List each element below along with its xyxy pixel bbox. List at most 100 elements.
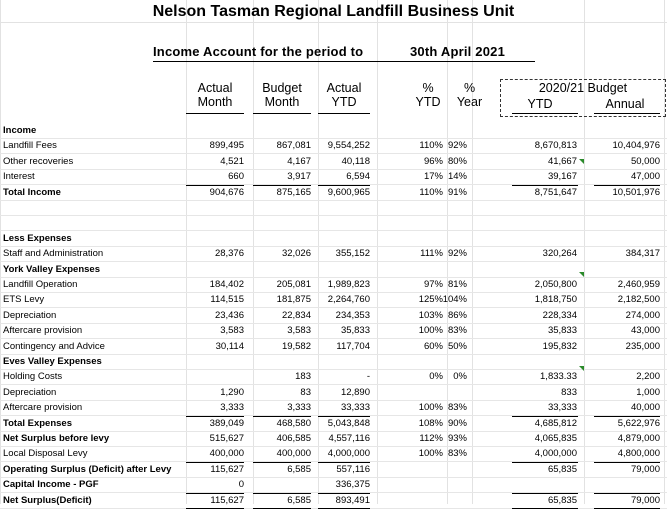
cell-value: 50,000 [630, 155, 660, 167]
cell-value: 3,333 [220, 402, 244, 414]
cell-value: 100% [418, 402, 443, 414]
cell-value: 10,501,976 [612, 186, 660, 198]
cell-value: 111% [420, 248, 443, 260]
cell-value: 83 [300, 386, 311, 398]
table-row: Staff and Administration 28,376 32,026 355,… [0, 247, 667, 263]
table-row: Landfill Fees 899,495 867,081 9,554,252 110%… [0, 139, 667, 155]
cell-value: 2,264,760 [327, 294, 370, 306]
cell-value: 97% [423, 279, 443, 290]
cell-value: 40,118 [341, 155, 370, 167]
cell-value: 100% [418, 325, 443, 337]
table-row: Net Surplus before levy 515,627 406,585 4,5… [0, 432, 667, 447]
cell-value: 0 [238, 479, 244, 491]
cell-value: 4,065,835 [534, 433, 577, 444]
gridline [664, 0, 665, 504]
row-label: Net Surplus(Deficit) [3, 494, 92, 506]
row-label: Aftercare provision [3, 325, 83, 337]
cell-value: 833 [561, 386, 577, 398]
cell-value: 10,404,976 [612, 140, 660, 152]
cell-value: 355,152 [335, 248, 370, 260]
cell-value: 2,460,959 [617, 279, 660, 290]
cell-value: 79,000 [630, 463, 660, 475]
cell-value: 93% [447, 433, 467, 444]
cell-value: 83% [447, 402, 467, 414]
table-row: Landfill Operation 184,402 205,081 1,989,82… [0, 278, 667, 293]
table-row: Depreciation 23,436 22,834 234,353 103% 86% 22… [0, 309, 667, 324]
gridline [318, 0, 319, 504]
cell-value: 899,495 [209, 140, 244, 152]
cell-value: - [366, 371, 370, 383]
gridline [447, 0, 448, 504]
cell-value: 50% [447, 340, 467, 352]
cell-value: 92% [447, 140, 467, 152]
row-label: Total Income [3, 186, 61, 198]
table-row: Income [0, 124, 667, 139]
cell-value: 4,167 [287, 155, 311, 167]
row-label: Holding Costs [3, 371, 63, 383]
cell-value: 400,000 [209, 448, 244, 460]
comment-indicator-icon [579, 366, 584, 371]
gridline [377, 0, 378, 504]
cell-value: 110% [419, 186, 443, 198]
cell-value: 3,917 [287, 171, 311, 183]
table-row: Local Disposal Levy 400,000 400,000 4,000,0… [0, 447, 667, 463]
row-label: Local Disposal Levy [3, 448, 88, 460]
table-row: York Valley Expenses [0, 263, 667, 278]
header-budget-group: 2020/21 Budget [538, 81, 628, 95]
cell-value: 6,585 [287, 494, 311, 506]
cell-value: 8,751,647 [534, 186, 577, 198]
cell-value: 336,375 [335, 479, 370, 491]
budget-box [500, 79, 666, 117]
cell-value: 389,049 [209, 417, 244, 429]
row-label: York Valley Expenses [3, 263, 100, 275]
row-label: Depreciation [3, 386, 57, 398]
cell-value: 9,600,965 [327, 186, 370, 198]
cell-value: 6,585 [287, 463, 311, 475]
row-label: Contingency and Advice [3, 340, 105, 352]
gridline [186, 0, 187, 504]
cell-value: 181,875 [276, 294, 311, 306]
cell-value: 30,114 [215, 340, 244, 352]
cell-value: 183 [295, 371, 311, 383]
cell-value: 515,627 [209, 433, 244, 444]
cell-value: 8,670,813 [534, 140, 577, 152]
cell-value: 40,000 [630, 402, 660, 414]
header-actual-month: Actual Month [197, 81, 233, 109]
gridline [0, 0, 1, 504]
cell-value: 115,627 [210, 463, 244, 475]
cell-value: 235,000 [625, 340, 660, 352]
cell-value: 86% [447, 309, 467, 321]
cell-value: 35,833 [340, 325, 370, 337]
gridline [472, 0, 473, 504]
header-budget-annual: Annual [605, 97, 645, 111]
row-label: Eves Valley Expenses [3, 356, 102, 367]
cell-value: 103% [418, 309, 443, 321]
cell-value: 4,685,812 [534, 417, 577, 429]
cell-value: 0% [453, 371, 467, 383]
cell-value: 274,000 [625, 309, 660, 321]
row-label: Income [3, 125, 37, 136]
cell-value: 4,800,000 [617, 448, 660, 460]
table-row [0, 216, 667, 232]
row-label: Less Expenses [3, 232, 72, 244]
cell-value: 660 [228, 171, 244, 183]
cell-value: 3,333 [287, 402, 311, 414]
cell-value: 2,050,800 [534, 279, 577, 290]
row-label: Capital Income - PGF [3, 479, 99, 491]
cell-value: 406,585 [276, 433, 311, 444]
cell-value: 81% [447, 279, 467, 290]
row-label: Staff and Administration [3, 248, 104, 260]
table-row: Eves Valley Expenses [0, 355, 667, 370]
cell-value: 4,000,000 [534, 448, 577, 460]
cell-value: 91% [447, 186, 467, 198]
cell-value: 60% [423, 340, 443, 352]
table-row: Aftercare provision 3,333 3,333 33,333 100% 8… [0, 401, 667, 417]
row-label: Landfill Fees [3, 140, 57, 152]
header-pct-year: % Year [456, 81, 483, 109]
cell-value: 100% [418, 448, 443, 460]
cell-value: 83% [447, 325, 467, 337]
cell-value: 205,081 [276, 279, 311, 290]
table-row: Total Income 904,676 875,165 9,600,965 110% 9… [0, 186, 667, 201]
cell-value: 112% [419, 433, 443, 444]
cell-value: 1,818,750 [534, 294, 577, 306]
